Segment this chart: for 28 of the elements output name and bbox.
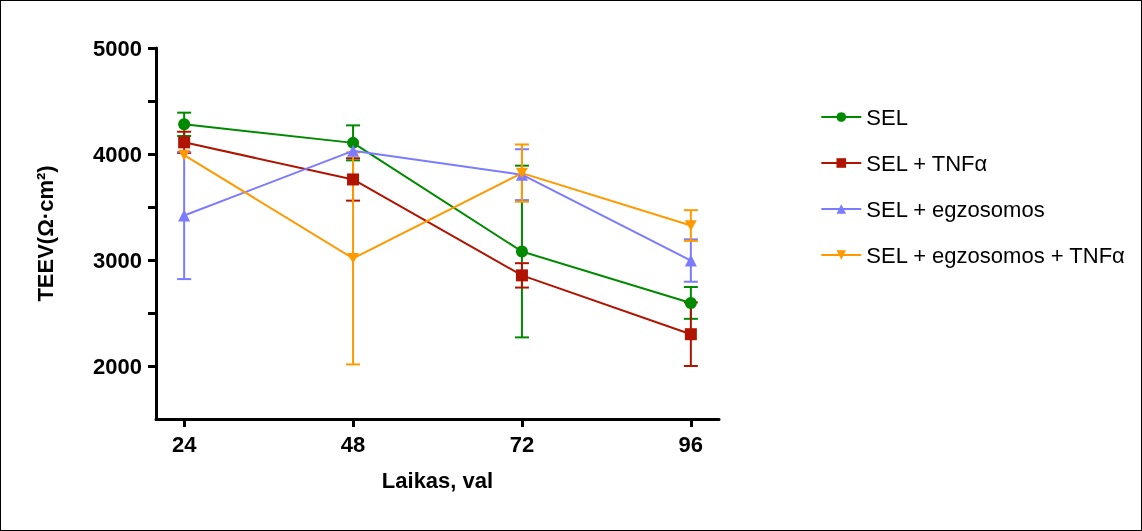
x-tick-label: 24 <box>171 431 198 457</box>
point <box>347 253 360 264</box>
legend-label: SEL + egzosomos <box>866 196 1045 222</box>
point <box>178 149 191 161</box>
x-tick-label: 72 <box>509 431 535 457</box>
point <box>684 328 697 341</box>
point <box>515 245 528 258</box>
point <box>684 254 697 267</box>
point <box>684 220 697 231</box>
y-tick-label: 4000 <box>93 141 142 167</box>
legend-label: SEL + egzosomos + TNFα <box>866 242 1126 268</box>
legend-label: SEL <box>866 104 908 130</box>
point <box>347 136 360 149</box>
y-tick-label: 5000 <box>93 35 142 61</box>
point <box>515 269 528 282</box>
x-tick-label: 96 <box>678 431 704 457</box>
point <box>178 209 191 222</box>
y-axis-title: TEEV(Ω·cm²) <box>32 165 58 302</box>
point <box>347 144 360 157</box>
point <box>684 296 697 309</box>
legend-label: SEL + TNFα <box>866 150 988 176</box>
x-tick-label: 48 <box>340 431 366 457</box>
point <box>347 173 360 186</box>
y-tick-label: 3000 <box>93 247 142 273</box>
point <box>178 118 191 131</box>
point <box>178 136 191 149</box>
y-tick-label: 2000 <box>93 353 142 379</box>
x-axis-title: Laikas, val <box>381 467 494 493</box>
